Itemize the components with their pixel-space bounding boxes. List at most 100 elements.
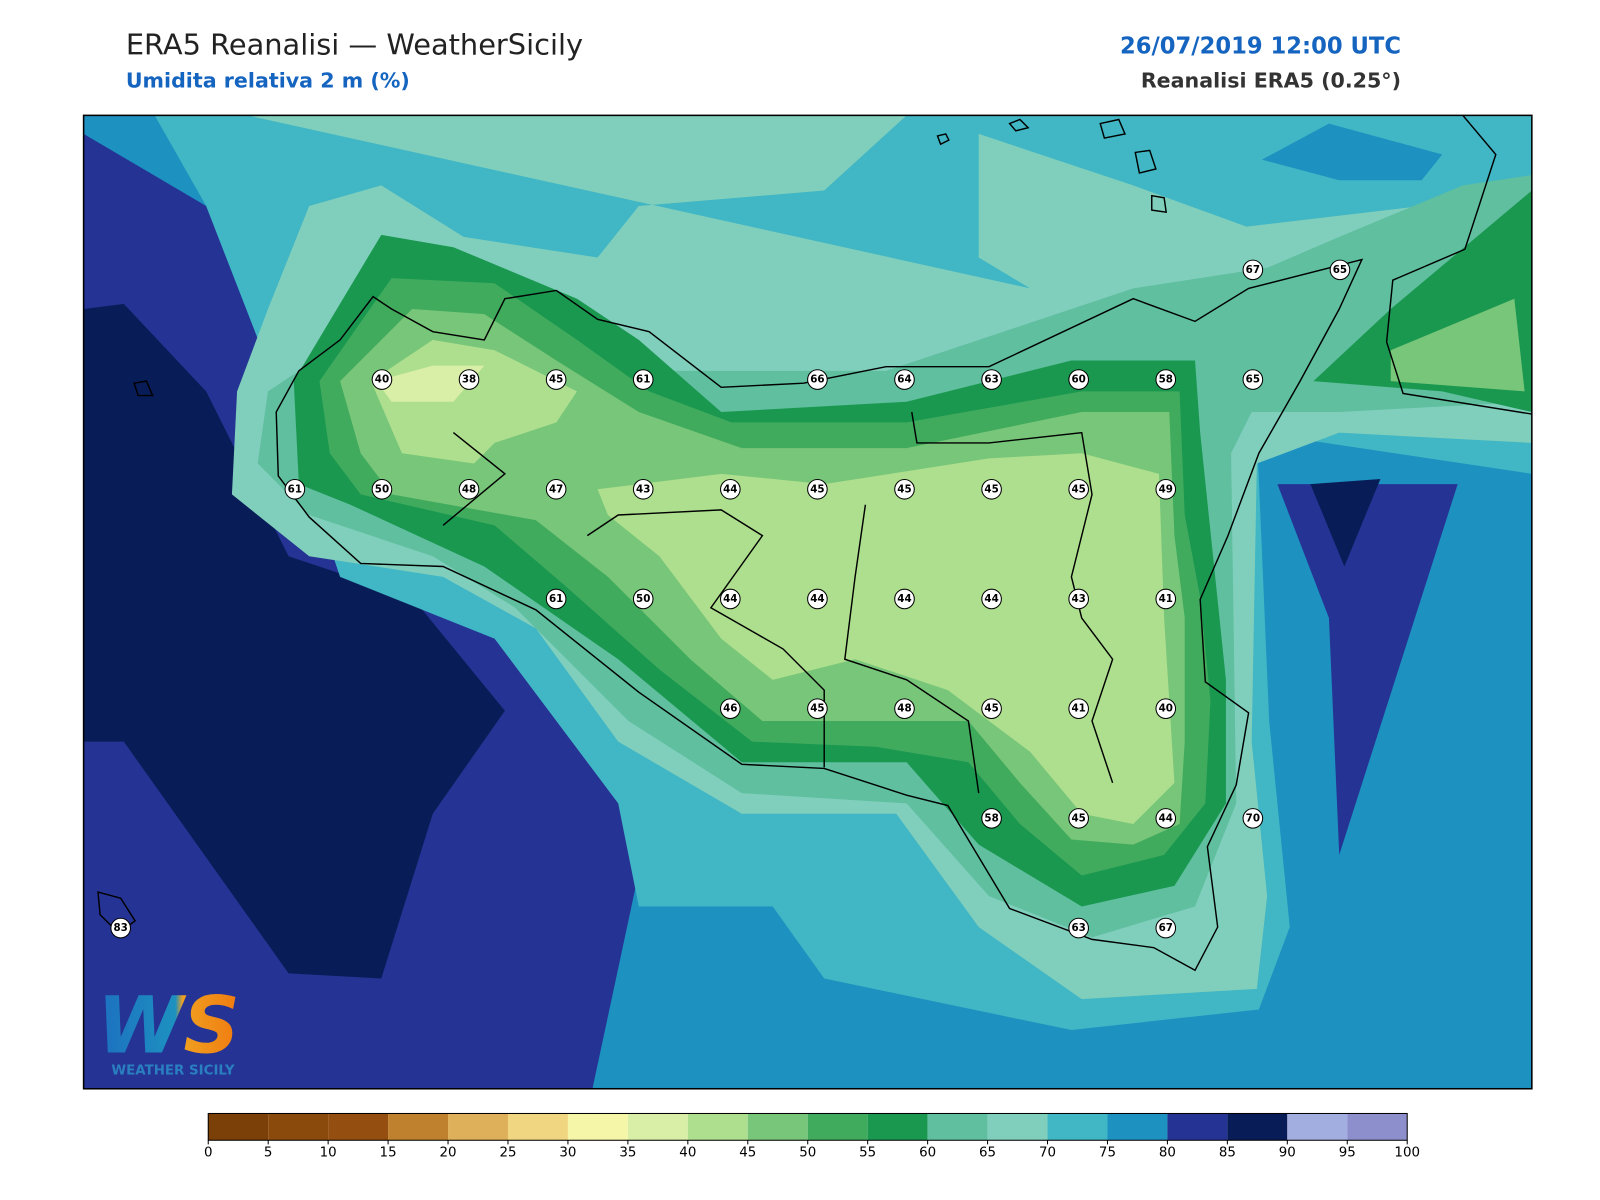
contour-fill bbox=[1310, 478, 1381, 567]
calabria-coast bbox=[1385, 115, 1532, 415]
station-marker bbox=[720, 478, 741, 500]
colorbar-tick-label: 80 bbox=[1159, 1146, 1176, 1161]
station-marker bbox=[1155, 478, 1177, 500]
station-marker bbox=[1155, 917, 1177, 939]
station-value: 67 bbox=[1159, 922, 1173, 934]
station-value: 67 bbox=[1246, 264, 1260, 276]
station-marker bbox=[981, 698, 1002, 719]
colorbar-swatch bbox=[1167, 1113, 1228, 1141]
station-value: 58 bbox=[984, 812, 998, 824]
colorbar-swatch bbox=[1107, 1113, 1168, 1141]
contour-fill bbox=[1261, 123, 1443, 181]
contour-fill bbox=[376, 365, 485, 402]
logo-mark: WS bbox=[97, 981, 240, 1072]
colorbar-tick-label: 55 bbox=[859, 1146, 876, 1161]
station-value: 45 bbox=[549, 374, 563, 386]
colorbar-tick-label: 30 bbox=[559, 1146, 576, 1161]
colorbar-tick-label: 15 bbox=[380, 1146, 397, 1161]
colorbar-tick-label: 85 bbox=[1219, 1146, 1236, 1161]
station-value: 66 bbox=[810, 374, 824, 386]
station-value: 70 bbox=[1246, 812, 1260, 824]
station-marker bbox=[1068, 369, 1089, 390]
colorbar-tick-label: 70 bbox=[1039, 1146, 1056, 1161]
colorbar-swatch bbox=[567, 1113, 628, 1141]
colorbar-swatch bbox=[927, 1113, 988, 1141]
colorbar: 0 5 10 15 20 25 30 35 40 45 50 55 60 65 70 75 80 85 90 95 10… bbox=[204, 1112, 1420, 1161]
station-marker bbox=[1242, 259, 1264, 281]
station-marker bbox=[807, 588, 828, 610]
station-value: 65 bbox=[1333, 264, 1347, 276]
station-value: 50 bbox=[375, 483, 389, 495]
station-marker bbox=[1155, 808, 1177, 829]
contour-fill bbox=[597, 453, 1175, 825]
station-value: 61 bbox=[636, 374, 650, 386]
station-marker bbox=[1068, 917, 1089, 939]
coastline bbox=[97, 115, 1532, 972]
station-value: 65 bbox=[1246, 374, 1260, 386]
colorbar-swatch bbox=[328, 1113, 389, 1141]
colorbar-swatch bbox=[867, 1113, 928, 1141]
station-value: 63 bbox=[984, 374, 998, 386]
station-marker bbox=[1068, 588, 1089, 610]
colorbar-tick-label: 5 bbox=[264, 1146, 273, 1161]
station-value: 60 bbox=[1072, 374, 1086, 386]
station-marker bbox=[894, 698, 915, 719]
station-marker bbox=[894, 369, 915, 390]
logo: WS WEATHER SICILY bbox=[97, 981, 240, 1079]
station-value: 83 bbox=[114, 922, 128, 934]
station-marker bbox=[545, 369, 567, 390]
station-marker bbox=[110, 917, 131, 939]
station-marker bbox=[284, 478, 306, 500]
station-value: 48 bbox=[897, 703, 911, 715]
station-marker bbox=[894, 478, 915, 500]
colorbar-tick-label: 90 bbox=[1279, 1146, 1296, 1161]
colorbar-tick-label: 45 bbox=[739, 1146, 756, 1161]
station-value: 50 bbox=[636, 593, 650, 605]
station-value: 40 bbox=[375, 374, 389, 386]
colorbar-tick-label: 60 bbox=[919, 1146, 936, 1161]
station-value: 44 bbox=[984, 593, 998, 605]
title: ERA5 Reanalisi — WeatherSicily bbox=[126, 28, 583, 62]
station-marker bbox=[1242, 808, 1264, 829]
station-marker bbox=[807, 369, 828, 390]
station-marker bbox=[1329, 259, 1351, 281]
station-value: 45 bbox=[984, 703, 998, 715]
station-value: 38 bbox=[462, 374, 476, 386]
station-value: 64 bbox=[897, 374, 911, 386]
station-value: 63 bbox=[1072, 922, 1086, 934]
station-value: 61 bbox=[549, 593, 563, 605]
colorbar-tick-label: 35 bbox=[619, 1146, 636, 1161]
colorbar-tick-label: 20 bbox=[440, 1146, 457, 1161]
colorbar-swatch bbox=[268, 1113, 329, 1141]
colorbar-tick-label: 25 bbox=[499, 1146, 516, 1161]
station-value: 61 bbox=[288, 483, 302, 495]
station-marker bbox=[1155, 369, 1177, 390]
colorbar-tick-label: 50 bbox=[799, 1146, 816, 1161]
station-value: 40 bbox=[1159, 703, 1173, 715]
station-value: 45 bbox=[897, 483, 911, 495]
station-value: 46 bbox=[723, 703, 737, 715]
colorbar-tick-label: 40 bbox=[679, 1146, 696, 1161]
station-marker bbox=[981, 588, 1002, 610]
colorbar-swatch bbox=[507, 1113, 568, 1141]
station-marker bbox=[371, 369, 393, 390]
logo-text: WEATHER SICILY bbox=[111, 1063, 234, 1078]
station-marker bbox=[458, 478, 480, 500]
station-value: 47 bbox=[549, 483, 563, 495]
colorbar-swatch bbox=[1227, 1113, 1288, 1141]
station-value: 41 bbox=[1072, 703, 1086, 715]
colorbar-tick-label: 100 bbox=[1394, 1146, 1420, 1161]
colorbar-swatch bbox=[388, 1113, 449, 1141]
station-marker bbox=[1155, 588, 1177, 610]
date: 26/07/2019 12:00 UTC bbox=[1120, 34, 1401, 60]
station-marker bbox=[632, 369, 654, 390]
colorbar-swatch bbox=[987, 1113, 1048, 1141]
contour-fill bbox=[1277, 484, 1458, 855]
station-value: 43 bbox=[636, 483, 650, 495]
station-marker bbox=[894, 588, 915, 610]
colorbar-tick-label: 75 bbox=[1099, 1146, 1116, 1161]
station-marker bbox=[1068, 808, 1089, 829]
station-value: 48 bbox=[462, 483, 476, 495]
station-marker bbox=[632, 478, 654, 500]
colorbar-tick-label: 0 bbox=[204, 1146, 213, 1161]
